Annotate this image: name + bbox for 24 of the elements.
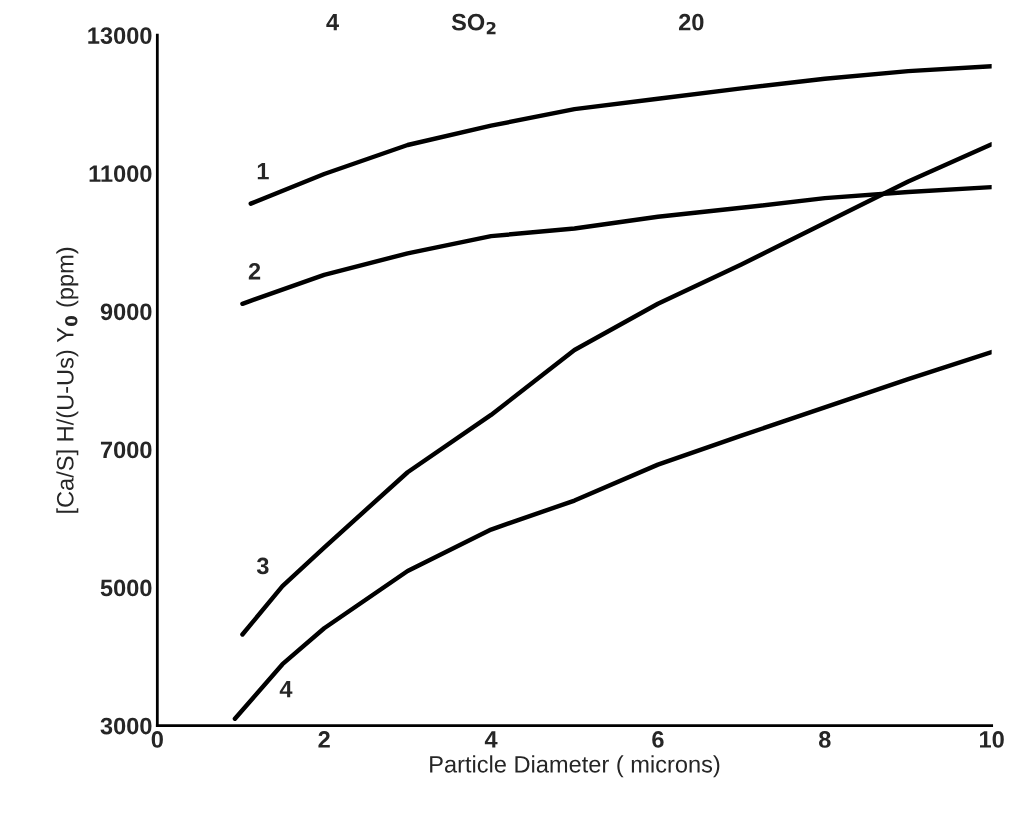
text: 20 — [678, 13, 704, 31]
x-axis-title: Particle Diameter ( microns) — [430, 755, 720, 778]
y-axis-title: [Ca/S] H/(U-Us) Y$_{0}$ (ppm) — [56, 247, 79, 513]
series-label: 4 — [279, 680, 293, 698]
x-tick-label: 2 — [318, 731, 330, 748]
x-tick-label: 6 — [652, 731, 664, 748]
x-tick-label: 4 — [484, 731, 498, 748]
x-tick-label: 8 — [818, 731, 831, 748]
y-tick-label: 3000 — [100, 717, 152, 735]
series-label: 3 — [256, 557, 269, 575]
x-tick-label: 10 — [980, 731, 1004, 748]
series-label: 2 — [248, 262, 261, 280]
y-tick-label: 7000 — [100, 441, 152, 459]
series-label: 1 — [257, 163, 269, 180]
x-tick-label: 0 — [151, 731, 163, 748]
line-series — [240, 142, 992, 637]
line-series — [232, 349, 992, 721]
text: 4 — [326, 14, 339, 31]
text: SO$_{2}$ — [451, 13, 496, 35]
y-tick-label: 11000 — [89, 165, 152, 183]
y-tick-label: 5000 — [100, 579, 152, 597]
y-tick-label: 13000 — [88, 27, 152, 45]
line-series — [248, 64, 992, 206]
y-tick-label: 9000 — [100, 303, 152, 321]
